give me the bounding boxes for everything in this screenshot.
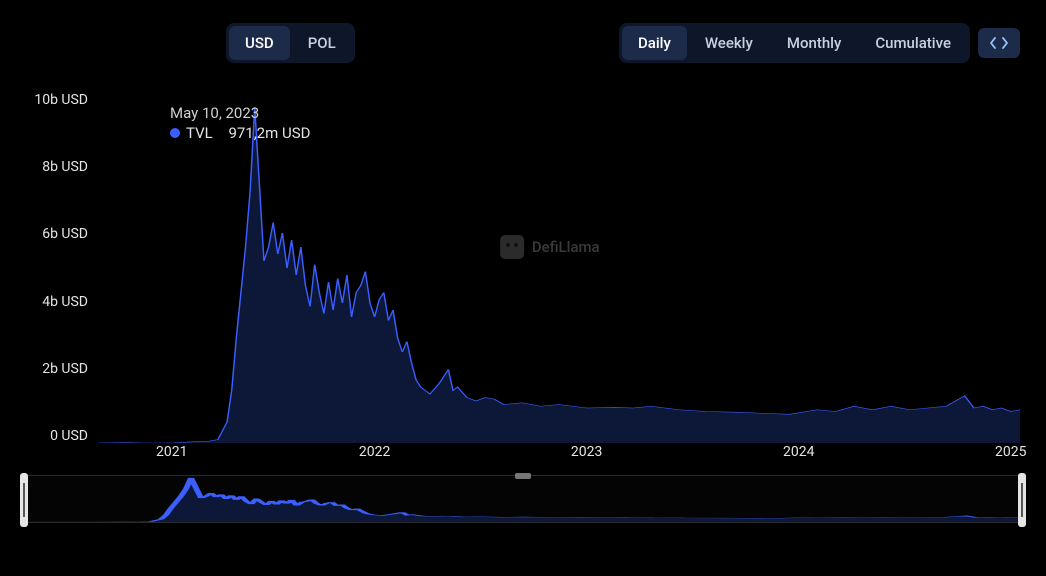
interval-option-weekly[interactable]: Weekly bbox=[689, 26, 769, 60]
brush-handle-left[interactable] bbox=[20, 473, 28, 527]
chart-plot-area[interactable]: DefiLlama bbox=[98, 93, 1020, 443]
brush-grip-icon[interactable] bbox=[515, 473, 531, 479]
brush-handle-right[interactable] bbox=[1018, 473, 1026, 527]
time-brush[interactable] bbox=[20, 475, 1026, 523]
x-tick-label: 2023 bbox=[571, 444, 602, 460]
currency-option-pol[interactable]: POL bbox=[292, 26, 352, 60]
y-tick-label: 8b USD bbox=[20, 160, 98, 174]
x-axis-labels: 20212022202320242025 bbox=[98, 444, 1020, 463]
top-controls: USDPOL DailyWeeklyMonthlyCumulative bbox=[0, 0, 1046, 73]
interval-option-cumulative[interactable]: Cumulative bbox=[859, 26, 967, 60]
currency-option-usd[interactable]: USD bbox=[229, 26, 290, 60]
expand-icon[interactable] bbox=[978, 28, 1020, 58]
y-tick-label: 2b USD bbox=[20, 362, 98, 376]
x-tick-label: 2025 bbox=[995, 444, 1026, 460]
interval-toggle: DailyWeeklyMonthlyCumulative bbox=[619, 23, 970, 63]
y-tick-label: 0 USD bbox=[20, 429, 98, 443]
y-axis-labels: 10b USD 8b USD 6b USD 4b USD 2b USD 0 USD bbox=[20, 93, 98, 463]
x-tick-label: 2021 bbox=[156, 444, 187, 460]
y-tick-label: 6b USD bbox=[20, 227, 98, 241]
tvl-chart[interactable]: 10b USD 8b USD 6b USD 4b USD 2b USD 0 USD Def… bbox=[20, 93, 1020, 463]
currency-toggle: USDPOL bbox=[226, 23, 355, 63]
x-tick-label: 2022 bbox=[359, 444, 390, 460]
interval-option-daily[interactable]: Daily bbox=[622, 26, 687, 60]
y-tick-label: 10b USD bbox=[20, 93, 98, 107]
interval-option-monthly[interactable]: Monthly bbox=[771, 26, 857, 60]
y-tick-label: 4b USD bbox=[20, 295, 98, 309]
x-tick-label: 2024 bbox=[783, 444, 814, 460]
